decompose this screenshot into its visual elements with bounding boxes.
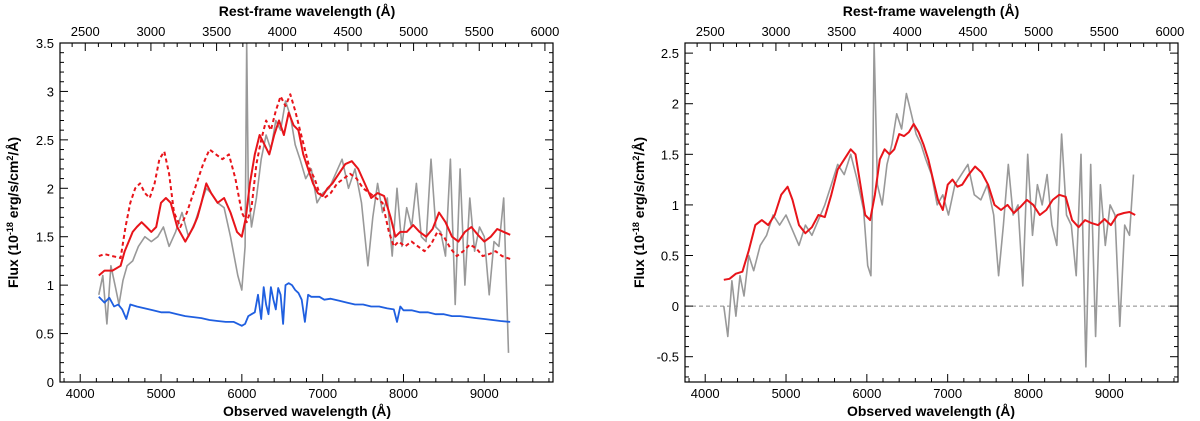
right-y-axis-title-part: erg/s/cm bbox=[631, 161, 647, 222]
right-panel: 4000 5000 6000 7000 8000 9000 2500 3000 3500 4000… bbox=[631, 3, 1184, 419]
left-panel: 4000 5000 6000 7000 8000 9000 2500 3000 3500 4000… bbox=[5, 3, 559, 419]
right-x-tick-label: 8000 bbox=[1014, 386, 1043, 401]
right-y-tick-label: 0 bbox=[672, 299, 679, 314]
right-observed-line bbox=[723, 43, 1135, 368]
left-model-dashed-line bbox=[98, 93, 511, 260]
right-top-tick-label: 6000 bbox=[1155, 24, 1184, 39]
left-top-tick-label: 5500 bbox=[465, 24, 494, 39]
left-y-tick-label: 2.5 bbox=[36, 133, 54, 148]
right-x-axis-title: Observed wavelength (Å) bbox=[847, 403, 1015, 419]
right-x-tick-label: 7000 bbox=[933, 386, 962, 401]
left-y-axis-title-part: -18 bbox=[5, 222, 15, 235]
left-y-axis-title-part: 2 bbox=[5, 156, 15, 161]
left-top-tick-label: 3500 bbox=[202, 24, 231, 39]
right-y-axis-title-part: /Å) bbox=[631, 137, 647, 156]
left-top-tick-label: 4000 bbox=[268, 24, 297, 39]
right-top-tick-label: 4000 bbox=[893, 24, 922, 39]
right-y-tick-label: 1 bbox=[672, 198, 679, 213]
left-top-tick-label: 2500 bbox=[71, 24, 100, 39]
right-y-tick-label: -0.5 bbox=[657, 350, 679, 365]
right-y-axis-title-part: Flux (10 bbox=[631, 235, 647, 288]
right-x-tick-label: 6000 bbox=[852, 386, 881, 401]
left-y-axis-title-part: Flux (10 bbox=[5, 235, 21, 288]
right-y-tick-label: 1.5 bbox=[661, 147, 679, 162]
right-top-tick-label: 5000 bbox=[1024, 24, 1053, 39]
left-top-tick-label: 3000 bbox=[136, 24, 165, 39]
left-x-tick-label: 4000 bbox=[66, 386, 95, 401]
left-y-tick-label: 2 bbox=[47, 181, 54, 196]
right-x-tick-label: 4000 bbox=[691, 386, 720, 401]
right-top-tick-label: 3500 bbox=[827, 24, 856, 39]
right-y-axis-title-part: 2 bbox=[631, 156, 641, 161]
left-y-tick-label: 0 bbox=[47, 375, 54, 390]
left-top-tick-label: 6000 bbox=[530, 24, 559, 39]
right-top-tick-label: 3000 bbox=[761, 24, 790, 39]
right-frame bbox=[684, 42, 1179, 383]
right-top-tick-label: 4500 bbox=[958, 24, 987, 39]
right-y-axis-title-part: -18 bbox=[631, 222, 641, 235]
right-y-tick-label: 2 bbox=[672, 97, 679, 112]
left-y-axis-title: Flux (10-18 erg/s/cm2/Å) bbox=[5, 137, 21, 288]
left-x-axis-title: Observed wavelength (Å) bbox=[223, 403, 391, 419]
left-y-axis-title-part: erg/s/cm bbox=[5, 161, 21, 222]
left-x-tick-label: 7000 bbox=[308, 386, 337, 401]
left-x-tick-label: 8000 bbox=[389, 386, 418, 401]
left-frame bbox=[59, 42, 554, 383]
right-x-tick-label: 9000 bbox=[1095, 386, 1124, 401]
left-x-tick-label: 9000 bbox=[470, 386, 499, 401]
right-top-tick-label: 5500 bbox=[1090, 24, 1119, 39]
left-y-axis-title-part: /Å) bbox=[5, 137, 21, 156]
right-top-axis-title: Rest-frame wavelength (Å) bbox=[843, 3, 1020, 19]
left-series-group bbox=[98, 43, 511, 353]
left-top-tick-label: 5000 bbox=[399, 24, 428, 39]
right-y-tick-label: 0.5 bbox=[661, 249, 679, 264]
left-top-axis-title: Rest-frame wavelength (Å) bbox=[219, 3, 396, 19]
left-x-tick-label: 5000 bbox=[147, 386, 176, 401]
left-y-tick-label: 0.5 bbox=[36, 327, 54, 342]
right-y-tick-label: 2.5 bbox=[661, 46, 679, 61]
left-y-tick-label: 1 bbox=[47, 278, 54, 293]
right-model-line bbox=[723, 123, 1136, 281]
left-model-line bbox=[98, 111, 511, 277]
right-y-axis-title: Flux (10-18 erg/s/cm2/Å) bbox=[631, 137, 647, 288]
left-template-blue-line bbox=[98, 282, 511, 327]
left-y-tick-label: 3 bbox=[47, 84, 54, 99]
left-top-tick-label: 4500 bbox=[333, 24, 362, 39]
left-y-tick-label: 1.5 bbox=[36, 230, 54, 245]
left-x-tick-label: 6000 bbox=[227, 386, 256, 401]
right-top-tick-label: 2500 bbox=[696, 24, 725, 39]
right-x-tick-label: 5000 bbox=[772, 386, 801, 401]
left-y-tick-label: 3.5 bbox=[36, 36, 54, 51]
right-series-group bbox=[723, 43, 1136, 368]
left-observed-line bbox=[98, 43, 510, 353]
